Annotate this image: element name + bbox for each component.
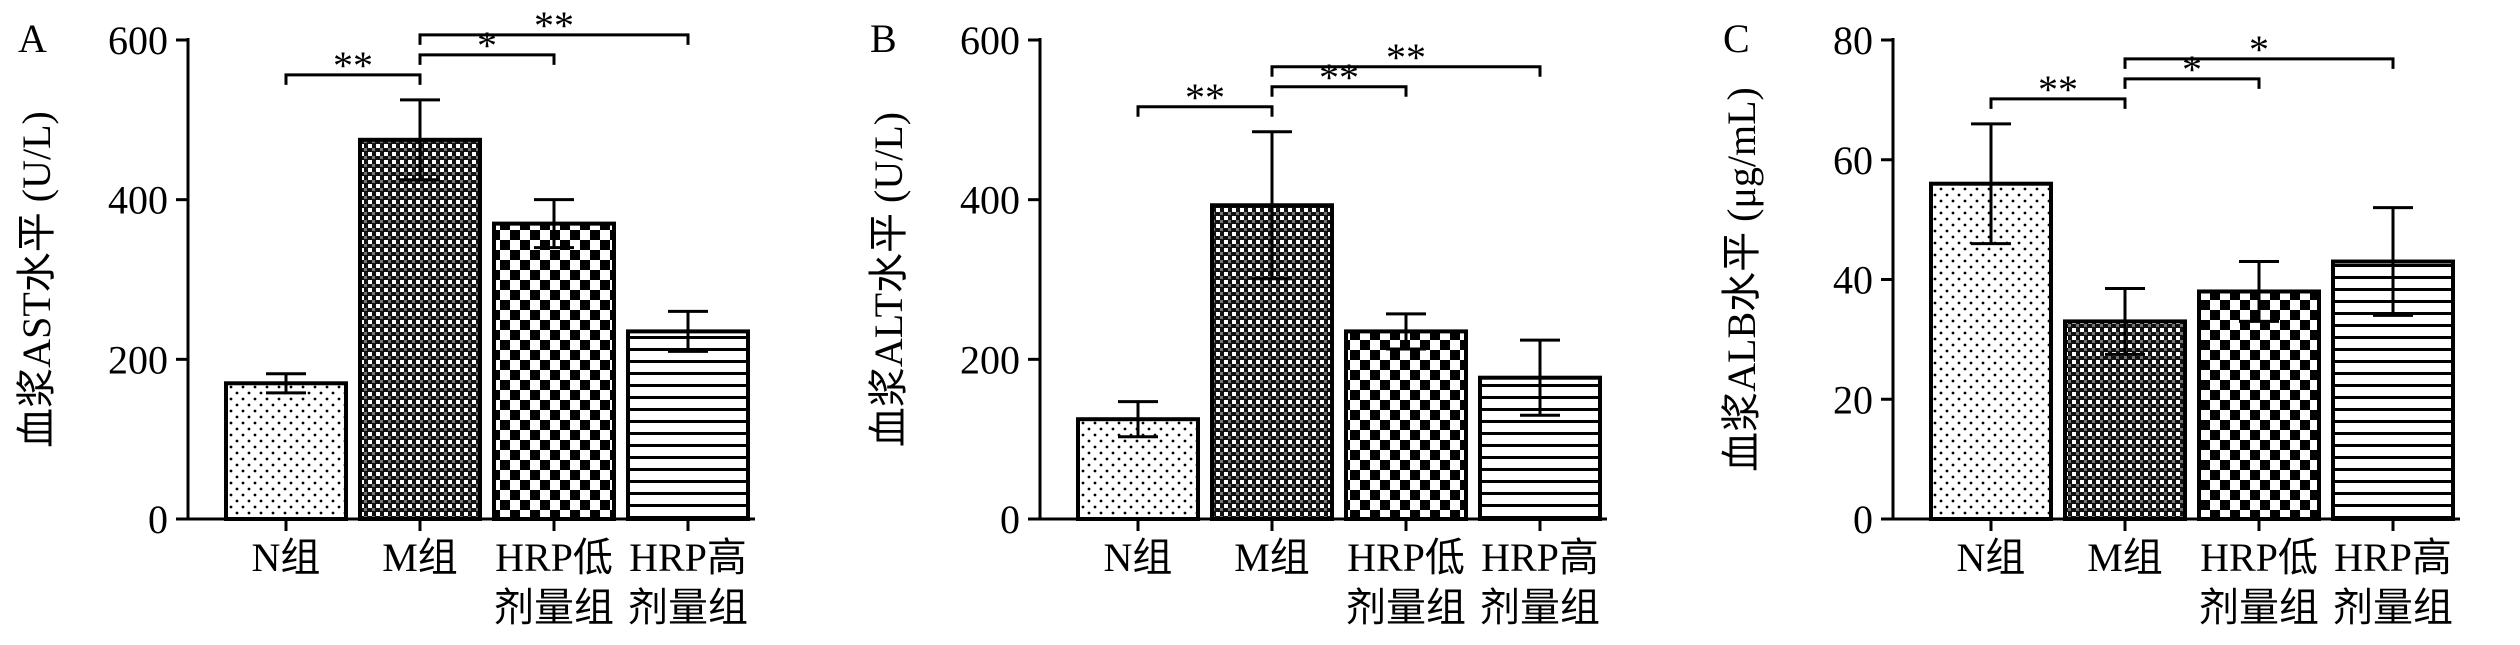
x-tick-label: HRP高 [1481,535,1599,580]
error-bar [2239,260,2279,323]
significance-label: ** [333,43,373,88]
significance-label: ** [1185,75,1225,120]
error-bar [266,372,306,395]
panel-label: C [1723,16,1750,61]
significance-bracket [418,53,556,65]
error-bar [1386,312,1426,351]
y-tick-label: 40 [1833,258,1873,303]
error-bar [400,98,440,182]
significance-label: ** [1386,35,1426,80]
x-tick-label: M组 [1234,535,1310,580]
error-bar [1252,130,1292,281]
x-tick-label: M组 [382,535,458,580]
error-bar [534,198,574,250]
error-bar [668,309,708,353]
x-tick-label: HRP高 [2334,535,2452,580]
bar [224,381,348,521]
error-bar [2105,286,2145,356]
significance-bracket [2123,57,2395,69]
error-bar [1520,338,1560,417]
bar [492,221,616,521]
y-tick-label: 600 [108,18,168,63]
x-tick-label: N组 [1957,535,2026,580]
significance-bracket [1989,97,2127,109]
y-tick-label: 600 [960,18,1020,63]
y-axis-label: 血浆AST水平 (U/L) [14,111,59,448]
x-tick-label: 剂量组 [1346,585,1466,630]
significance-label: * [2249,27,2269,72]
y-axis-label: 血浆ALT水平 (U/L) [866,112,911,447]
x-tick-label: 剂量组 [628,585,748,630]
bar [626,329,750,521]
error-bar [2373,206,2413,317]
y-tick-label: 80 [1833,18,1873,63]
significance-bracket [284,73,422,85]
bar [2197,289,2321,521]
significance-label: ** [2038,67,2078,112]
x-tick-label: HRP低 [495,535,613,580]
x-tick-label: M组 [2087,535,2163,580]
x-tick-label: N组 [1104,535,1173,580]
x-tick-label: HRP高 [629,535,747,580]
significance-bracket [418,33,690,45]
significance-label: ** [1319,55,1359,100]
y-tick-label: 400 [960,178,1020,223]
y-tick-label: 400 [108,178,168,223]
error-bar [1118,400,1158,439]
y-tick-label: 60 [1833,138,1873,183]
x-tick-label: N组 [252,535,321,580]
significance-bracket [1270,85,1408,97]
y-tick-label: 0 [148,497,168,542]
x-tick-label: 剂量组 [2333,585,2453,630]
y-tick-label: 0 [1000,497,1020,542]
x-tick-label: HRP低 [2200,535,2318,580]
significance-bracket [1136,105,1274,117]
significance-label: * [477,23,497,68]
bar [358,137,482,522]
x-tick-label: HRP低 [1347,535,1465,580]
y-tick-label: 200 [108,337,168,382]
significance-label: * [2182,47,2202,92]
significance-bracket [1270,65,1542,77]
bar [1344,329,1468,521]
significance-label: ** [534,3,574,48]
panel-label: A [18,16,47,61]
x-tick-label: 剂量组 [494,585,614,630]
y-tick-label: 0 [1853,497,1873,542]
x-tick-label: 剂量组 [2199,585,2319,630]
y-tick-label: 20 [1833,377,1873,422]
y-tick-label: 200 [960,337,1020,382]
x-tick-label: 剂量组 [1480,585,1600,630]
significance-bracket [2123,77,2261,89]
panel-label: B [870,16,897,61]
error-bar [1971,122,2011,246]
y-axis-label: 血浆ALB水平 (μg/mL) [1719,87,1764,472]
